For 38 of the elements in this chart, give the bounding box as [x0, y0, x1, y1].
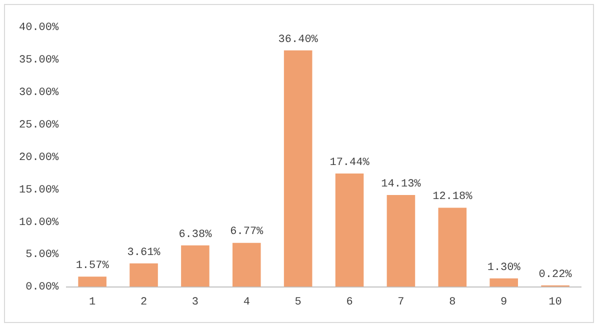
- bar: [181, 245, 210, 287]
- x-tick-label: 2: [140, 296, 148, 308]
- data-label: 3.61%: [127, 246, 161, 259]
- y-tick-label: 30.00%: [18, 86, 59, 99]
- bar: [284, 50, 312, 287]
- data-label: 12.18%: [432, 191, 473, 204]
- x-tick-label: 5: [294, 296, 302, 308]
- y-tick-label: 5.00%: [26, 249, 59, 262]
- x-tick-label: 10: [548, 296, 562, 308]
- x-tick-label: 1: [89, 296, 96, 308]
- x-tick-label: 3: [192, 296, 199, 308]
- y-tick-label: 25.00%: [18, 119, 59, 132]
- data-label: 1.57%: [76, 260, 110, 272]
- bar: [438, 208, 467, 287]
- data-label: 1.30%: [487, 262, 521, 274]
- y-tick-label: 0.00%: [26, 282, 59, 294]
- bar: [78, 276, 106, 287]
- data-label: 14.13%: [381, 178, 422, 190]
- bar: [232, 242, 261, 287]
- y-tick-label: 15.00%: [18, 184, 59, 196]
- y-tick-label: 40.00%: [18, 22, 59, 34]
- data-label: 36.40%: [278, 34, 318, 46]
- data-label: 0.22%: [538, 268, 572, 281]
- y-tick-label: 10.00%: [18, 216, 59, 229]
- x-tick-label: 6: [346, 296, 353, 308]
- y-tick-label: 20.00%: [18, 152, 59, 164]
- bar: [130, 263, 158, 287]
- y-tick-label: 35.00%: [18, 54, 59, 66]
- x-tick-label: 4: [243, 296, 250, 308]
- bar: [490, 278, 518, 287]
- data-label: 17.44%: [330, 156, 370, 169]
- data-label: 6.77%: [230, 226, 264, 238]
- x-tick-label: 8: [449, 296, 456, 308]
- data-label: 6.38%: [178, 228, 212, 241]
- x-tick-label: 7: [398, 296, 404, 308]
- bar: [386, 195, 416, 287]
- bar: [335, 174, 364, 287]
- x-tick-label: 9: [500, 296, 508, 308]
